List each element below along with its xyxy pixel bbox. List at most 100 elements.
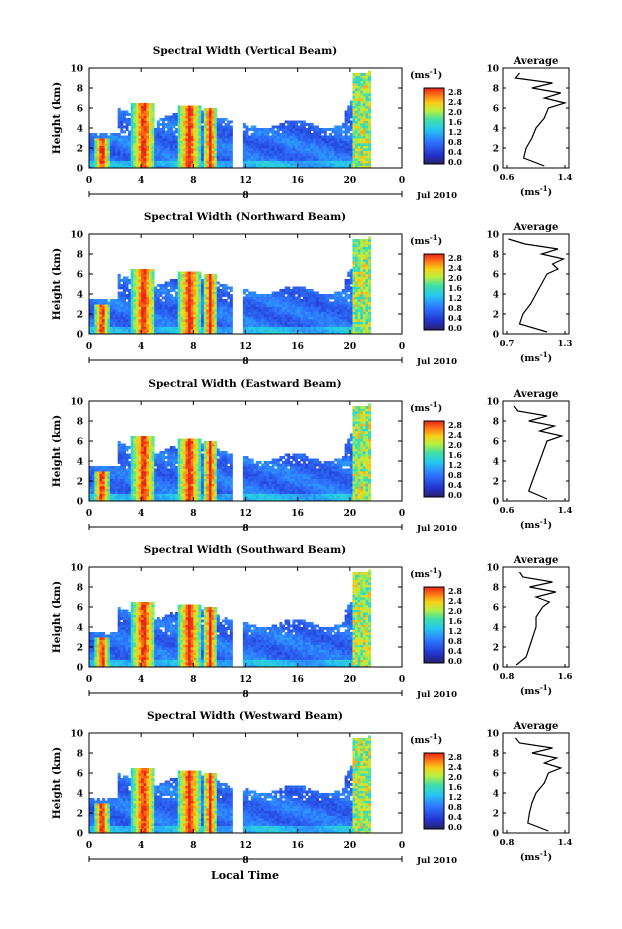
heatmap-cell [198,319,202,322]
heatmap-cell [107,493,111,497]
heatmap-cell [104,153,108,156]
heatmap-cell [146,321,150,325]
heatmap-cell [206,309,210,312]
heatmap-cell [344,125,348,129]
heatmap-cell [120,118,124,121]
heatmap-cell [326,321,330,325]
heatmap-cell [302,120,306,124]
heatmap-cell [305,150,309,154]
heatmap-cell [245,153,249,156]
heatmap-cell [130,138,134,141]
heatmap-cell [224,118,228,121]
heatmap-cell [253,326,257,330]
heatmap-cell [102,486,106,489]
heatmap-cell [214,284,218,287]
heatmap-cell [203,329,207,332]
heatmap-cell [162,163,166,166]
heatmap-cell [331,309,335,312]
heatmap-cell [141,271,145,275]
heatmap-cell [318,306,322,310]
heatmap-cell [302,301,306,305]
heatmap-cell [112,491,116,494]
heatmap-cell [357,110,361,114]
heatmap-cell [172,309,176,312]
heatmap-cell [164,281,168,285]
heatmap-cell [172,123,176,126]
heatmap-cell [308,143,312,146]
heatmap-cell [336,135,340,139]
heatmap-cell [248,160,252,164]
heatmap-cell [336,158,340,161]
heatmap-cell [211,118,215,121]
heatmap-cell [302,138,306,141]
heatmap-cell [135,456,139,459]
heatmap-cell [323,143,327,146]
x-tick-label: 0 [86,342,92,352]
heatmap-cell [122,291,126,295]
heatmap-cell [208,153,212,156]
heatmap-cell [289,123,293,126]
heatmap-cell [122,319,126,322]
heatmap-cell [276,163,280,166]
heatmap-cell [245,163,249,166]
heatmap-cell [109,483,113,487]
heatmap-cell [287,316,291,320]
heatmap-cell [182,274,186,277]
heatmap-cell [148,284,152,287]
heatmap-cell [156,496,160,499]
heatmap-cell [138,463,142,467]
heatmap-cell [89,466,93,469]
heatmap-cell [276,130,280,134]
heatmap-cell [339,304,343,307]
heatmap-cell [133,446,137,449]
heatmap-cell [146,438,150,442]
heatmap-cell [227,145,231,149]
heatmap-cell [182,123,186,126]
heatmap-cell [117,331,121,335]
heatmap-cell [315,138,319,141]
heatmap-cell [245,125,249,129]
heatmap-cell [109,481,113,484]
heatmap-cell [164,289,168,292]
heatmap-cell [295,296,299,300]
heatmap-cell [130,306,134,310]
heatmap-cell [355,331,359,335]
heatmap-cell [365,108,369,111]
heatmap-cell [104,160,108,164]
heatmap-cell [151,115,155,119]
heatmap-cell [109,143,113,146]
heatmap-cell [229,301,233,305]
heatmap-cell [162,123,166,126]
heatmap-cell [138,453,142,457]
heatmap-cell [287,138,291,141]
heatmap-cell [151,481,155,484]
heatmap-cell [135,118,139,121]
heatmap-cell [268,163,272,166]
heatmap-cell [146,110,150,114]
heatmap-cell [193,331,197,335]
heatmap-cell [141,286,145,290]
heatmap-cell [122,493,126,497]
heatmap-cell [208,143,212,146]
heatmap-cell [276,160,280,164]
heatmap-cell [334,321,338,325]
heatmap-cell [175,128,179,131]
heatmap-cell [120,468,124,472]
heatmap-cell [302,309,306,312]
heatmap-cell [148,118,152,121]
heatmap-cell [274,140,278,144]
heatmap-cell [180,324,184,327]
heatmap-cell [208,140,212,144]
heatmap-cell [300,160,304,164]
heatmap-cell [125,311,129,315]
heatmap-cell [365,148,369,151]
heatmap-cell [365,314,369,317]
colorbar-tick-label: 2.4 [448,263,462,273]
heatmap-cell [182,143,186,146]
heatmap-cell [349,143,353,146]
heatmap-cell [102,304,106,307]
heatmap-cell [115,311,119,315]
heatmap-cell [365,150,369,154]
heatmap-cell [91,329,95,332]
heatmap-cell [190,324,194,327]
